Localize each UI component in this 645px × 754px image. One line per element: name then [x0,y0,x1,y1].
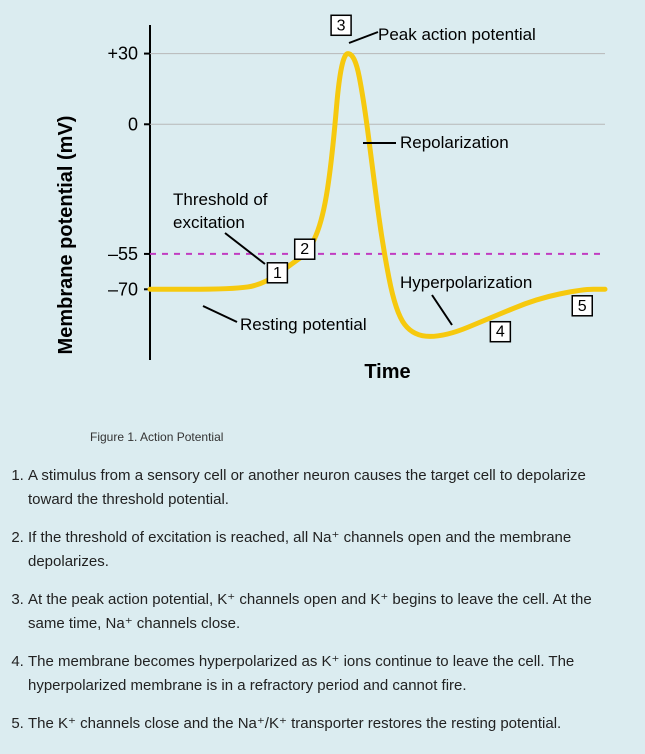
svg-text:excitation: excitation [173,213,245,232]
svg-text:Time: Time [364,361,410,383]
list-item: A stimulus from a sensory cell or anothe… [28,464,627,512]
svg-text:Threshold of: Threshold of [173,190,268,209]
list-item: At the peak action potential, K⁺ channel… [28,588,627,636]
svg-text:–55: –55 [108,244,138,264]
svg-text:4: 4 [496,324,505,341]
svg-text:3: 3 [337,17,346,34]
svg-text:1: 1 [273,265,282,282]
svg-text:Peak action potential: Peak action potential [378,25,536,44]
svg-text:Membrane potential (mV): Membrane potential (mV) [55,116,77,355]
description-list: A stimulus from a sensory cell or anothe… [10,464,627,736]
svg-text:2: 2 [300,241,309,258]
svg-text:+30: +30 [107,44,138,64]
svg-text:–70: –70 [108,279,138,299]
svg-text:5: 5 [578,298,587,315]
svg-text:Resting potential: Resting potential [240,315,367,334]
list-item: If the threshold of excitation is reache… [28,526,627,574]
action-potential-figure: +30 0 –55 –70 Membrane potential (mV) Time 1 2 3… [0,0,645,420]
list-item: The K⁺ channels close and the Na⁺/K⁺ tra… [28,712,627,736]
svg-text:0: 0 [128,114,138,134]
list-item: The membrane becomes hyperpolarized as K… [28,650,627,698]
figure-caption: Figure 1. Action Potential [90,430,645,444]
svg-text:Repolarization: Repolarization [400,133,509,152]
svg-text:Hyperpolarization: Hyperpolarization [400,273,532,292]
